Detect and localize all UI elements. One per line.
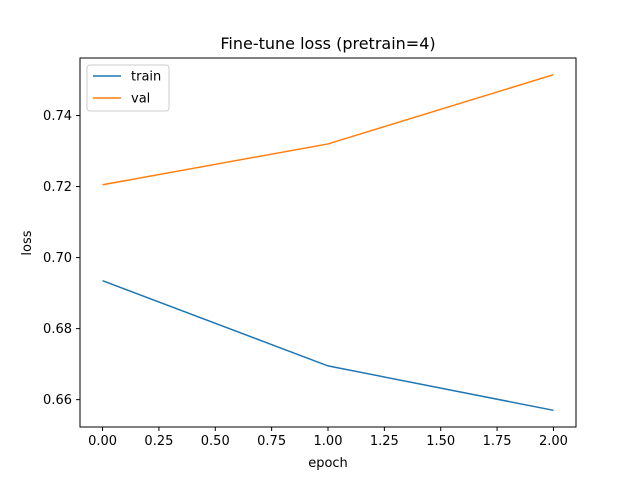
legend: train val — [86, 64, 170, 112]
x-tick-label: 1.00 — [314, 434, 343, 449]
y-tick-label: 0.66 — [43, 393, 72, 408]
x-tick-label: 2.00 — [539, 434, 568, 449]
plot-area — [79, 57, 577, 428]
legend-label-val: val — [131, 92, 150, 107]
chart-title: Fine-tune loss (pretrain=4) — [220, 34, 435, 53]
y-axis: 0.66 0.68 0.70 0.72 0.74 — [43, 109, 80, 408]
x-tick-label: 0.75 — [257, 434, 286, 449]
x-tick-label: 0.00 — [88, 434, 117, 449]
y-tick-label: 0.70 — [43, 251, 72, 266]
series-layer — [102, 73, 554, 412]
x-axis: 0.00 0.25 0.50 0.75 1.00 1.25 1.50 1.75 2.00 — [88, 427, 568, 449]
x-tick-label: 1.75 — [483, 434, 512, 449]
axes-frame — [79, 57, 577, 428]
x-axis-label: epoch — [308, 456, 348, 471]
y-tick-label: 0.72 — [43, 180, 72, 195]
x-tick-label: 0.50 — [201, 434, 230, 449]
x-tick-label: 1.25 — [370, 434, 399, 449]
x-tick-label: 1.50 — [426, 434, 455, 449]
y-tick-label: 0.68 — [43, 322, 72, 337]
y-axis-label: loss — [20, 230, 35, 255]
legend-label-train: train — [131, 70, 161, 85]
y-tick-label: 0.74 — [43, 109, 72, 124]
x-tick-label: 0.25 — [144, 434, 173, 449]
